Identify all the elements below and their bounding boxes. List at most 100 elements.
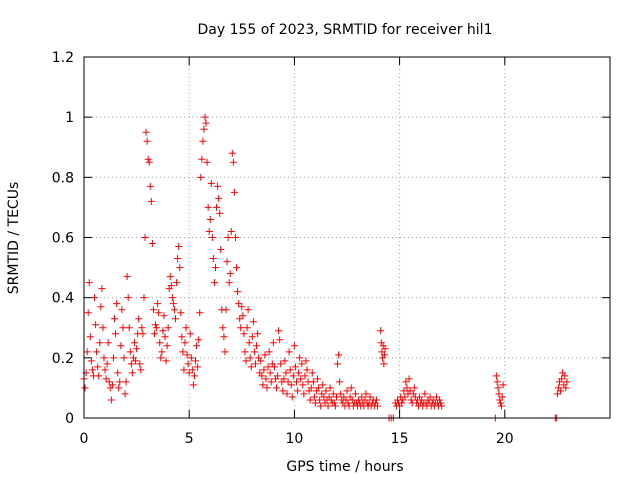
data-point [170,306,178,314]
data-points [80,113,571,422]
data-point [177,309,185,317]
data-point [162,357,170,365]
data-point [379,354,387,362]
data-point [269,339,277,347]
data-point [104,339,112,347]
data-point [299,381,307,389]
data-point [347,384,355,392]
data-point [173,279,181,287]
data-point [406,387,414,395]
data-point [112,330,120,338]
y-tick-label: 0.2 [52,351,74,367]
data-point [128,369,136,377]
data-point [295,369,303,377]
data-point [377,327,385,335]
data-point [284,378,292,386]
data-point [198,155,206,163]
data-point [153,324,161,332]
data-point [209,255,217,263]
data-point [200,125,208,133]
data-point [130,339,138,347]
data-point [201,113,209,121]
data-point [145,158,153,166]
data-point [258,372,266,380]
data-point [182,324,190,332]
data-point [81,384,89,392]
data-point [184,360,192,368]
data-point [401,393,409,401]
data-point [205,227,213,235]
data-point [113,300,121,308]
data-point [437,399,445,407]
data-point [92,321,100,329]
data-point [108,381,116,389]
data-point [332,393,340,401]
data-point [84,309,92,317]
x-tick-label: 5 [185,431,194,447]
data-point [138,324,146,332]
data-point [148,240,156,248]
data-point [335,351,343,359]
data-point [334,360,342,368]
data-point [247,363,255,371]
data-point [222,306,230,314]
data-point [233,264,241,272]
data-point [127,360,135,368]
data-point [286,366,294,374]
data-point [204,203,212,211]
data-point [426,393,434,401]
data-point [190,372,198,380]
data-point [107,396,115,404]
data-point [199,137,207,145]
plot-frame [83,56,611,419]
data-point [215,194,223,202]
data-point [124,294,132,302]
data-point [176,264,184,272]
data-point [310,393,318,401]
data-point [172,315,180,323]
data-point [101,366,109,374]
data-point [303,366,311,374]
data-point [294,387,302,395]
data-point [109,354,117,362]
grid [84,57,610,418]
data-point [143,137,151,145]
data-point [309,378,317,386]
data-point [277,360,285,368]
data-point [290,342,298,350]
data-point [366,393,374,401]
data-point [126,348,134,356]
data-point [432,393,440,401]
data-point [410,384,418,392]
data-point [166,273,174,281]
data-point [159,327,167,335]
data-point [174,255,182,263]
data-point [302,357,310,365]
data-point [100,354,108,362]
data-point [287,381,295,389]
data-point [248,333,256,341]
data-point [116,378,124,386]
data-point [235,300,243,308]
data-point [225,279,233,287]
data-point [229,158,237,166]
data-point [243,324,251,332]
data-point [158,348,166,356]
data-point [251,360,259,368]
data-point [213,203,221,211]
data-point [164,324,172,332]
data-point [285,348,293,356]
data-point [436,396,444,404]
data-point [327,396,335,404]
data-point [189,381,197,389]
data-point [245,339,253,347]
data-point [267,378,275,386]
data-point [95,372,103,380]
data-point [141,234,149,241]
data-point [122,378,130,386]
data-point [161,333,169,341]
data-point [306,396,314,404]
data-point [118,306,126,314]
data-point [152,321,160,329]
